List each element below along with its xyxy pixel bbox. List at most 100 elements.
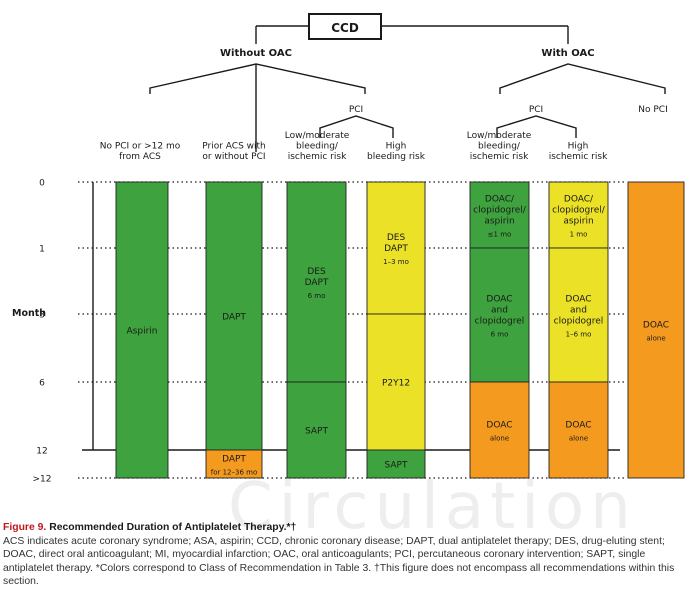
therapy-block-7-fill (366, 449, 426, 479)
therapy-block-13-fill (548, 381, 609, 479)
therapy-block-5-duration: 1–3 mo (383, 258, 409, 266)
therapy-block-14-duration: alone (646, 335, 665, 343)
gridlines (78, 181, 624, 479)
therapy-block-11-label-1: clopidogrel/ (552, 206, 606, 216)
with-oac-label: With OAC (541, 48, 594, 59)
axis-ticks: 0 1 3 6 12 >12 (33, 179, 52, 485)
pci-right-brace (496, 115, 577, 138)
therapy-block-12-fill (548, 247, 609, 383)
therapy-block-9-label-0: DOAC (486, 295, 512, 305)
therapy-block-0-label-0: Aspirin (127, 327, 158, 337)
axis-label: Month (12, 308, 46, 319)
axis-tick-0: 0 (39, 179, 45, 189)
ccd-label: CCD (331, 21, 359, 35)
therapy-block-2-label-0: DAPT (222, 455, 246, 465)
therapy-block-2-fill (205, 449, 263, 479)
therapy-block-6-fill (366, 313, 426, 451)
therapy-block-3-label-1: DAPT (305, 278, 329, 288)
therapy-block-1: DAPT (205, 181, 263, 451)
column-header-3-line-1: bleeding risk (367, 152, 426, 162)
caption-title-line: Figure 9. Recommended Duration of Antipl… (3, 521, 697, 535)
column-header-4-line-2: ischemic risk (470, 152, 529, 162)
therapy-block-6: P2Y12 (366, 313, 426, 451)
therapy-block-8-fill (469, 181, 530, 249)
therapy-block-3-label-0: DES (307, 267, 326, 277)
therapy-block-13: DOAC alone (548, 381, 609, 479)
therapy-block-14-label-0: DOAC (643, 321, 669, 331)
therapy-block-0: Aspirin (115, 181, 169, 479)
caption-title: Recommended Duration of Antiplatelet The… (49, 522, 297, 533)
axis-tick-1: 1 (39, 245, 45, 255)
therapy-block-8-label-0: DOAC/ (485, 195, 515, 205)
therapy-block-5-label-1: DAPT (384, 244, 408, 254)
figure-caption: Figure 9. Recommended Duration of Antipl… (3, 521, 697, 589)
therapy-block-12-label-0: DOAC (565, 295, 591, 305)
therapy-block-13-duration: alone (569, 435, 588, 443)
therapy-block-9-label-1: and (491, 306, 508, 316)
therapy-block-11-label-0: DOAC/ (564, 195, 594, 205)
therapy-block-5-label-0: DES (387, 233, 406, 243)
column-header-0-line-0: No PCI or >12 mo (100, 142, 181, 152)
therapy-block-10-label-0: DOAC (486, 421, 512, 431)
therapy-block-11-label-2: aspirin (563, 217, 593, 227)
column-header-5-line-0: High (568, 142, 589, 152)
axis-tick-3: 6 (39, 379, 45, 389)
with-oac-brace (499, 63, 666, 94)
therapy-block-6-label-0: P2Y12 (382, 379, 410, 389)
therapy-block-7-label-0: SAPT (385, 461, 408, 471)
therapy-block-8: DOAC/clopidogrel/aspirin ≤1 mo (469, 181, 530, 249)
therapy-block-13-label-0: DOAC (565, 421, 591, 431)
therapy-block-8-label-2: aspirin (484, 217, 514, 227)
pci-left-label: PCI (349, 105, 363, 115)
axis-tick-5: >12 (33, 475, 52, 485)
axis-tick-2: 3 (39, 311, 45, 321)
therapy-block-5-fill (366, 181, 426, 315)
without-oac-brace (149, 63, 366, 94)
therapy-block-11-fill (548, 181, 609, 249)
therapy-block-3-fill (286, 181, 347, 383)
column-header-2-line-2: ischemic risk (288, 152, 347, 162)
therapy-block-10: DOAC alone (469, 381, 530, 479)
column-header-4-line-0: Low/moderate (467, 131, 532, 141)
therapy-block-2-duration: for 12–36 mo (211, 469, 258, 477)
therapy-block-4-fill (286, 381, 347, 479)
therapy-block-9-duration: 6 mo (491, 331, 509, 339)
therapy-block-9-label-2: clopidogrel (475, 317, 525, 327)
therapy-block-4: SAPT (286, 381, 347, 479)
therapy-block-10-fill (469, 381, 530, 479)
axis-tick-4: 12 (36, 447, 47, 457)
therapy-block-8-duration: ≤1 mo (488, 231, 512, 239)
therapy-block-14: DOAC alone (627, 181, 685, 479)
without-oac-label: Without OAC (220, 48, 292, 59)
therapy-block-7: SAPT (366, 449, 426, 479)
therapy-block-0-fill (115, 181, 169, 479)
caption-body: ACS indicates acute coronary syndrome; A… (3, 535, 675, 588)
column-header-5-line-1: ischemic risk (549, 152, 608, 162)
therapy-block-11-duration: 1 mo (570, 231, 588, 239)
therapy-block-12-label-2: clopidogrel (554, 317, 604, 327)
column-header-1-line-1: or without PCI (202, 152, 265, 162)
column-header-4-line-1: bleeding/ (478, 142, 521, 152)
pci-left-brace (319, 115, 394, 138)
therapy-block-1-label-0: DAPT (222, 313, 246, 323)
therapy-block-8-label-1: clopidogrel/ (473, 206, 527, 216)
no-pci-label: No PCI (638, 105, 667, 115)
pci-right-label: PCI (529, 105, 543, 115)
column-header-2-line-0: Low/moderate (285, 131, 350, 141)
therapy-block-3-duration: 6 mo (308, 292, 326, 300)
column-header-3-line-0: High (386, 142, 407, 152)
therapy-block-12-duration: 1–6 mo (566, 331, 592, 339)
therapy-block-11: DOAC/clopidogrel/aspirin 1 mo (548, 181, 609, 249)
therapy-block-4-label-0: SAPT (305, 427, 328, 437)
antiplatelet-duration-diagram: CCD Without OAC With OAC PCI PCI No PCI … (12, 13, 685, 485)
therapy-block-14-fill (627, 181, 685, 479)
column-header-0-line-1: from ACS (119, 152, 161, 162)
therapy-block-2: DAPT for 12–36 mo (205, 449, 263, 479)
column-header-1-line-0: Prior ACS with (202, 142, 266, 152)
